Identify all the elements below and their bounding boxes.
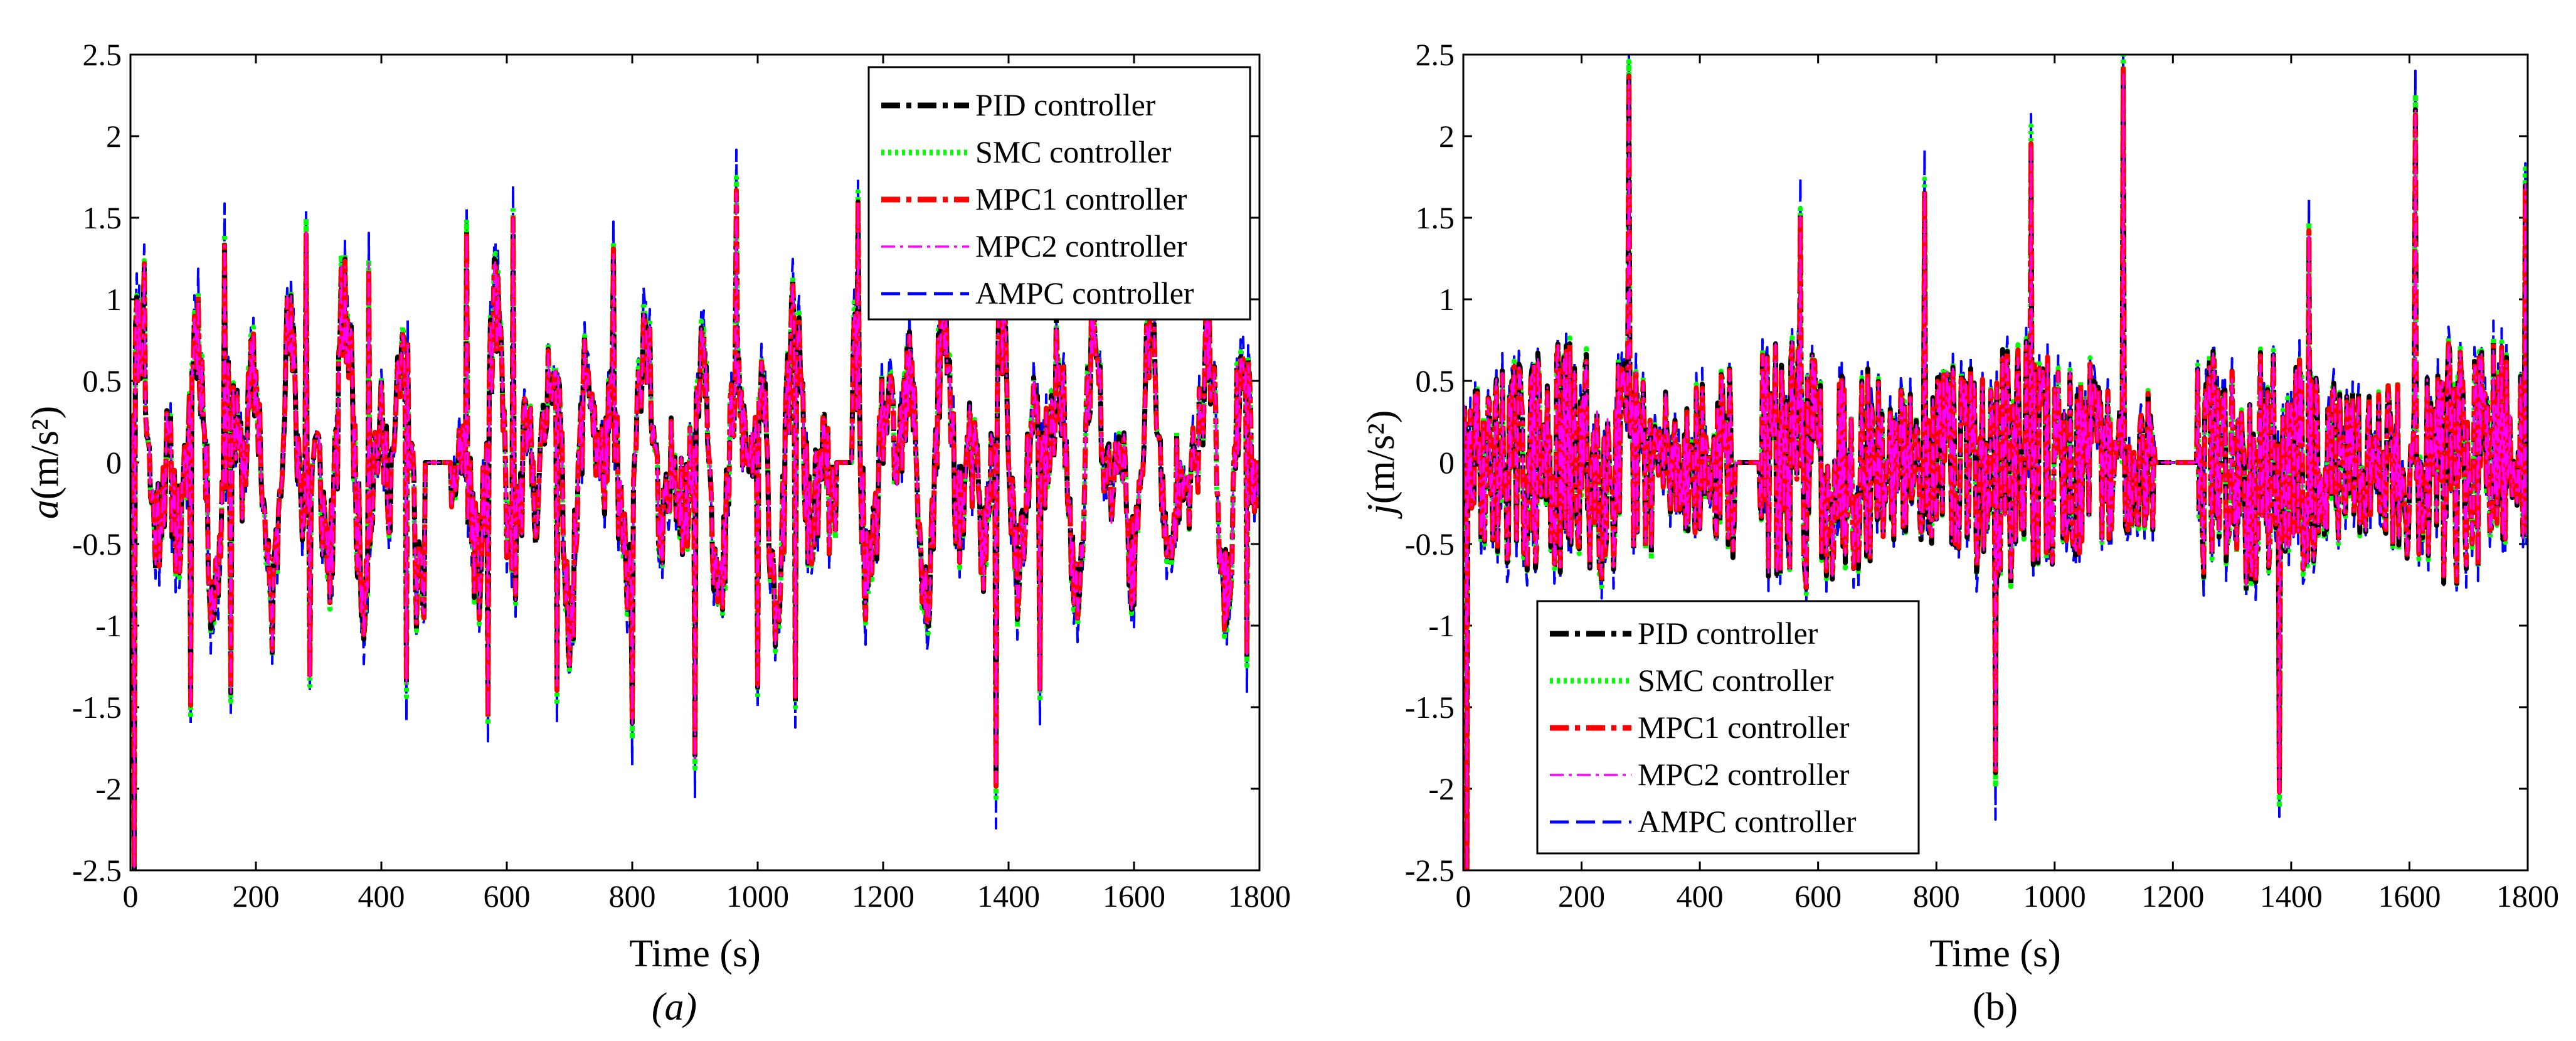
chart-b-xtick-label: 1400 (2260, 878, 2323, 914)
chart-b-series (1463, 55, 2528, 870)
chart-a-ytick-label: -1 (95, 608, 122, 643)
chart-a-xtick-label: 0 (123, 878, 139, 914)
chart-a-legend-label-mpc2: MPC2 controller (975, 228, 1187, 264)
chart-a: 0 200 400 600 800 1000 1200 1400 1600 1800 -2.5 -2 -… (24, 37, 1291, 1028)
chart-b-legend-label-ampc: AMPC controller (1638, 804, 1857, 839)
chart-a-legend-box (867, 66, 1251, 321)
chart-b-ylabel: j(m/s²) (1360, 410, 1402, 520)
chart-b-legend-label-smc: SMC controller (1638, 663, 1834, 698)
chart-a-series (130, 148, 1259, 870)
chart-b-xtick-label: 0 (1456, 878, 1471, 914)
chart-b-legend-label-mpc1: MPC1 controller (1638, 710, 1850, 745)
chart-a-xtick-label: 400 (358, 878, 405, 914)
chart-b-xtick-label: 1200 (2141, 878, 2204, 914)
chart-a-legend-label-pid: PID controller (975, 87, 1156, 122)
chart-a-ylabel-symbol: a (24, 499, 66, 519)
chart-a-ytick-label: 0.5 (83, 363, 122, 398)
chart-a-xtick-label: 1600 (1103, 878, 1165, 914)
chart-b-legend: PID controller SMC controller MPC1 contr… (1536, 600, 1920, 855)
chart-b-xtick-label: 200 (1558, 878, 1605, 914)
chart-a-ytick-label: 1 (106, 282, 122, 317)
chart-a-ytick-label: -1.5 (72, 690, 122, 725)
chart-b-legend-label-pid: PID controller (1638, 616, 1818, 651)
chart-b-ytick-label: -1 (1428, 608, 1455, 643)
chart-b-ytick-label: 0.5 (1416, 363, 1455, 398)
chart-a-xtick-label: 1000 (726, 878, 789, 914)
chart-b: 0 200 400 600 800 1000 1200 1400 1600 1800 -2.5 -2 -… (1360, 37, 2559, 1028)
chart-a-ytick-label: 2 (106, 119, 122, 154)
chart-b-xtick-label: 1600 (2378, 878, 2441, 914)
chart-b-series-mpc2-line (1463, 72, 2528, 870)
chart-b-ytick-label: 2 (1439, 119, 1455, 154)
chart-a-xlabel: Time (s) (629, 932, 761, 975)
chart-b-plot-frame (1462, 53, 2529, 872)
chart-b-ylabel-symbol: j (1360, 504, 1402, 519)
chart-a-xtick-label: 200 (233, 878, 280, 914)
chart-a-ytick-label: 1.5 (83, 200, 122, 235)
chart-b-ytick-label: 1.5 (1416, 200, 1455, 235)
chart-b-ytick-label: -0.5 (1405, 526, 1455, 562)
chart-b-xtick-label: 800 (1913, 878, 1960, 914)
chart-b-panel-label: (b) (1973, 986, 2018, 1028)
chart-a-xtick-label: 1200 (852, 878, 914, 914)
chart-a-ytick-label: -2.5 (72, 853, 122, 888)
chart-b-legend-label-mpc2: MPC2 controller (1638, 757, 1850, 792)
chart-b-ytick-label: -2 (1428, 771, 1455, 806)
chart-a-legend-label-mpc1: MPC1 controller (975, 181, 1187, 216)
chart-b-ytick-label: -2.5 (1405, 853, 1455, 888)
chart-a-ytick-label: 2.5 (83, 37, 122, 72)
chart-a-xtick-label: 1800 (1228, 878, 1291, 914)
chart-a-legend-label-ampc: AMPC controller (975, 275, 1194, 311)
chart-b-ylabel-unit: (m/s²) (1360, 410, 1402, 504)
chart-a-legend-label-smc: SMC controller (975, 134, 1172, 169)
chart-b-ytick-label: 2.5 (1416, 37, 1455, 72)
chart-a-ylabel-unit: (m/s²) (24, 406, 66, 499)
chart-a-xtick-label: 800 (609, 878, 656, 914)
chart-a-plot-frame (129, 53, 1261, 872)
chart-b-ytick-label: 0 (1439, 445, 1455, 480)
chart-a-legend: PID controller SMC controller MPC1 contr… (867, 66, 1251, 321)
chart-a-ticks: 0 200 400 600 800 1000 1200 1400 1600 1800 -2.5 -2 -… (72, 37, 1291, 914)
chart-b-xtick-label: 1800 (2496, 878, 2559, 914)
chart-b-ytick-label: 1 (1439, 282, 1455, 317)
chart-b-xtick-label: 400 (1677, 878, 1724, 914)
chart-b-xtick-label: 1000 (2023, 878, 2086, 914)
chart-a-ytick-label: 0 (106, 445, 122, 480)
chart-a-xtick-label: 600 (484, 878, 531, 914)
chart-b-ytick-label: -1.5 (1405, 690, 1455, 725)
chart-b-xtick-label: 600 (1794, 878, 1842, 914)
chart-a-panel-label: (a) (652, 986, 697, 1028)
chart-a-ytick-label: -2 (95, 771, 122, 806)
chart-a-xtick-label: 1400 (977, 878, 1040, 914)
chart-a-ytick-label: -0.5 (72, 526, 122, 562)
chart-b-xlabel: Time (s) (1929, 932, 2061, 975)
chart-a-ylabel: a(m/s²) (24, 406, 66, 519)
